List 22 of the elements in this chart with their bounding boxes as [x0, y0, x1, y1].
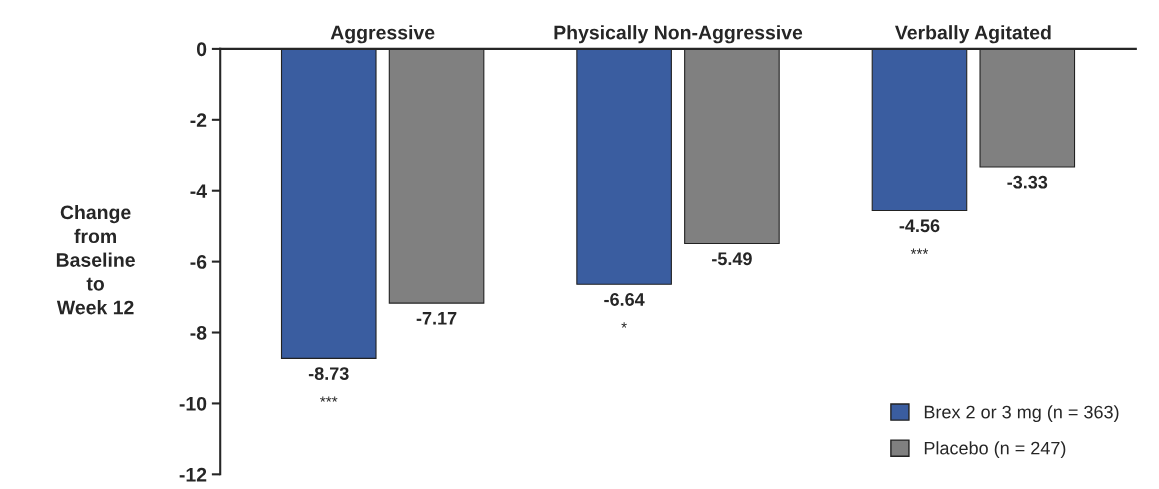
legend-label: Brex 2 or 3 mg (n = 363) [924, 405, 1119, 423]
data-label: -6.64 [604, 293, 645, 306]
data-label: -5.49 [712, 252, 752, 266]
annotation: *** [910, 248, 929, 254]
y-tick-label: 0 [196, 42, 207, 57]
y-tick-label: -10 [179, 396, 207, 411]
y-tick-label: -12 [179, 467, 207, 482]
y-tick-label: -8 [190, 325, 207, 340]
data-label: -3.33 [1007, 175, 1048, 189]
data-label: -7.17 [416, 312, 457, 325]
data-label: -8.73 [308, 367, 349, 381]
annotation: *** [320, 396, 338, 402]
y-tick-label: -4 [190, 184, 207, 198]
x-tick-label: Aggressive [330, 25, 435, 44]
y-tick-label: -6 [190, 255, 207, 269]
legend-label: Placebo (n = 247) [924, 441, 1066, 459]
data-label: -4.56 [899, 219, 940, 233]
y-axis-title: Change from Baseline to Week 12 [56, 204, 135, 315]
annotation: * [621, 322, 627, 328]
y-tick-label: -2 [190, 113, 207, 127]
x-tick-label: Physically Non-Aggressive [554, 25, 803, 44]
x-tick-label: Verbally Agitated [894, 25, 1051, 44]
